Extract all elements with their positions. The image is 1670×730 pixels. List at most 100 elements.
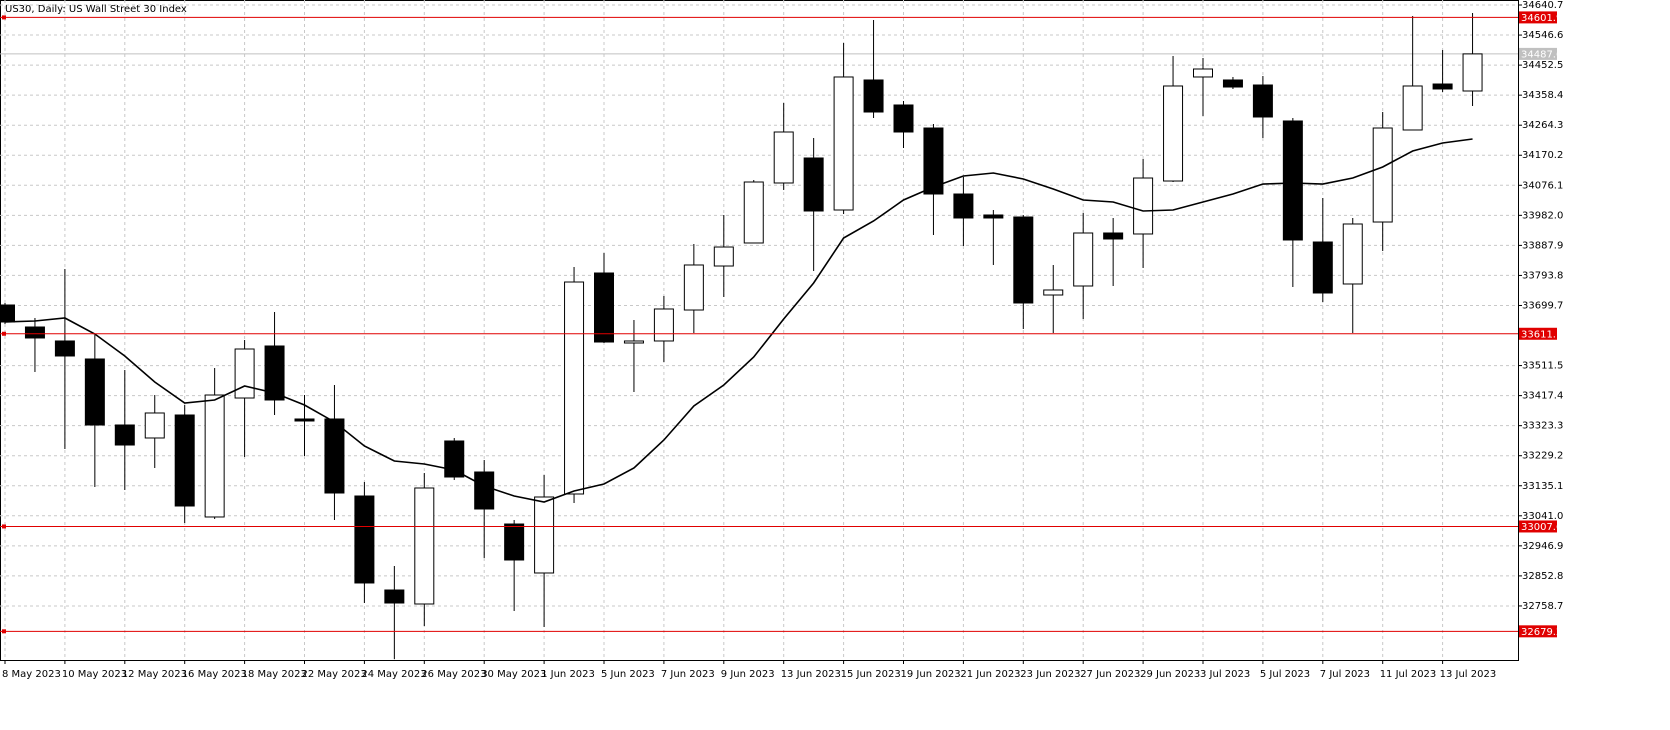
y-tick-label: 33982.0 [1522, 210, 1563, 221]
candle-body [174, 414, 195, 507]
x-tick-label: 3 Jul 2023 [1200, 669, 1250, 680]
level-label-box [1519, 520, 1557, 533]
y-tick-label: 33793.8 [1522, 270, 1563, 281]
y-tick-label: 33699.7 [1522, 300, 1563, 311]
candle-body [743, 181, 764, 244]
candle-body [414, 487, 435, 605]
candle-body [1252, 84, 1273, 118]
candle-body [1372, 127, 1393, 223]
candle-body [114, 424, 135, 446]
x-tick-label: 5 Jun 2023 [601, 669, 655, 680]
candle-body [564, 281, 585, 495]
x-tick-label: 23 Jun 2023 [1020, 669, 1080, 680]
candle-body [444, 440, 465, 478]
candle-body [354, 495, 375, 584]
price-label: 34487.6 [1521, 49, 1562, 60]
price-label-box [1519, 47, 1557, 60]
candle-body [504, 523, 525, 561]
candle-body [294, 418, 315, 422]
plot-frame [0, 0, 1519, 661]
y-tick-label: 32946.9 [1522, 541, 1563, 552]
candle-body [713, 246, 734, 267]
y-tick-label: 33041.0 [1522, 511, 1563, 522]
x-tick-label: 26 May 2023 [421, 669, 486, 680]
candle-body [1222, 79, 1243, 88]
x-tick-label: 16 May 2023 [182, 669, 247, 680]
level-label: 32679.2 [1521, 627, 1562, 638]
x-tick-label: 19 Jun 2023 [901, 669, 961, 680]
level-label-box [1519, 327, 1557, 340]
candle-body [953, 193, 974, 219]
chart-title: US30, Daily: US Wall Street 30 Index [5, 4, 187, 15]
x-tick-label: 30 May 2023 [481, 669, 546, 680]
y-tick-label: 34358.4 [1522, 90, 1563, 101]
candle-body [234, 348, 255, 399]
candle-body [1193, 68, 1213, 78]
y-tick-label: 34640.7 [1522, 0, 1563, 11]
x-tick-label: 18 May 2023 [242, 669, 307, 680]
x-tick-label: 13 Jul 2023 [1440, 669, 1497, 680]
y-tick-label: 33323.3 [1522, 421, 1563, 432]
candle-body [1312, 241, 1333, 294]
candle-body [324, 418, 345, 494]
x-tick-label: 24 May 2023 [361, 669, 426, 680]
candle-body [773, 131, 794, 184]
x-tick-label: 22 May 2023 [302, 669, 367, 680]
y-tick-label: 32758.7 [1522, 601, 1563, 612]
candle-body [923, 127, 944, 195]
candle-body [474, 471, 495, 510]
y-tick-label: 34546.6 [1522, 30, 1563, 41]
level-label-box [1519, 625, 1557, 638]
level-label: 34601.9 [1521, 13, 1562, 24]
candle-body [24, 326, 45, 339]
candle-body [1342, 223, 1363, 285]
level-anchor [2, 331, 6, 336]
x-tick-label: 29 Jun 2023 [1140, 669, 1200, 680]
x-tick-label: 7 Jul 2023 [1320, 669, 1370, 680]
candle-body [893, 104, 914, 133]
y-tick-label: 33887.9 [1522, 240, 1563, 251]
candle-body [84, 358, 105, 426]
candle-body [1432, 83, 1453, 90]
candle-body [653, 308, 674, 342]
x-tick-label: 8 May 2023 [2, 669, 61, 680]
candle-body [204, 394, 225, 518]
level-anchor [2, 629, 6, 634]
x-tick-label: 5 Jul 2023 [1260, 669, 1310, 680]
candle-body [0, 304, 15, 323]
x-tick-label: 15 Jun 2023 [841, 669, 901, 680]
x-tick-label: 10 May 2023 [62, 669, 127, 680]
candle-body [534, 496, 555, 574]
candle-body [144, 412, 165, 439]
candle-body [1073, 232, 1094, 287]
candle-body [803, 157, 824, 212]
candle-body [863, 79, 884, 113]
x-tick-label: 7 Jun 2023 [661, 669, 715, 680]
y-tick-label: 33417.4 [1522, 391, 1563, 402]
y-tick-label: 33511.5 [1522, 361, 1563, 372]
x-tick-label: 13 Jun 2023 [781, 669, 841, 680]
y-tick-label: 32852.8 [1522, 571, 1563, 582]
level-label-box [1519, 11, 1557, 24]
y-tick-label: 34170.2 [1522, 150, 1563, 161]
y-tick-label: 33135.1 [1522, 481, 1563, 492]
level-anchor [2, 524, 6, 529]
x-tick-label: 9 Jun 2023 [721, 669, 775, 680]
candle-body [683, 264, 704, 311]
candle-body [1402, 85, 1423, 131]
candle-body [1163, 85, 1184, 182]
candle-body [1133, 177, 1154, 235]
level-label: 33007.6 [1521, 522, 1562, 533]
candle-body [833, 76, 854, 211]
candle-body [1103, 232, 1124, 240]
candle-body [384, 589, 405, 604]
candle-body [1043, 289, 1064, 296]
candle-body [54, 340, 75, 357]
candle-body [623, 340, 644, 344]
level-label: 33611.1 [1521, 329, 1562, 340]
candle-body [983, 214, 1004, 219]
x-tick-label: 1 Jun 2023 [541, 669, 595, 680]
level-anchor [2, 15, 6, 20]
y-tick-label: 34076.1 [1522, 180, 1563, 191]
